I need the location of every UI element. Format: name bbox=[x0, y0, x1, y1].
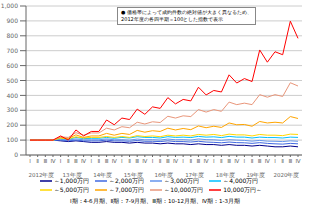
html-text:Ⅰ期：4-6月期、Ⅱ期：7-9月期、Ⅲ期：10-12月期、Ⅳ: Ⅰ期：4-6月期、Ⅱ期：7-9月期、Ⅲ期：10-12月期、Ⅳ期：1-3月期 bbox=[69, 198, 241, 204]
html-text:2012年度の各四半期＝100とした指数で表示: 2012年度の各四半期＝100とした指数で表示 bbox=[121, 16, 224, 22]
svg-text:Ⅲ: Ⅲ bbox=[197, 158, 201, 164]
svg-text:Ⅱ: Ⅱ bbox=[128, 158, 131, 164]
html-text:～4,000万円: ～4,000万円 bbox=[223, 177, 259, 184]
svg-text:19年度: 19年度 bbox=[246, 171, 265, 178]
svg-text:300: 300 bbox=[8, 106, 18, 113]
svg-text:2012年度: 2012年度 bbox=[28, 171, 54, 178]
svg-text:14年度: 14年度 bbox=[93, 171, 112, 178]
html-text:～2,000万円: ～2,000万円 bbox=[109, 177, 145, 184]
svg-text:Ⅰ: Ⅰ bbox=[152, 158, 154, 164]
svg-text:Ⅲ: Ⅲ bbox=[74, 158, 78, 164]
svg-text:500: 500 bbox=[8, 77, 18, 84]
html-text:～7,000万円: ～7,000万円 bbox=[109, 186, 145, 193]
svg-text:Ⅰ: Ⅰ bbox=[274, 158, 276, 164]
svg-text:Ⅰ: Ⅰ bbox=[213, 158, 215, 164]
svg-text:Ⅳ: Ⅳ bbox=[204, 158, 210, 164]
html-text:10,000万円～: 10,000万円～ bbox=[223, 186, 263, 193]
svg-text:16年度: 16年度 bbox=[155, 171, 174, 178]
svg-text:Ⅳ: Ⅳ bbox=[142, 158, 148, 164]
svg-text:Ⅳ: Ⅳ bbox=[173, 158, 179, 164]
svg-text:Ⅱ: Ⅱ bbox=[220, 158, 223, 164]
html-text:～1,000万円: ～1,000万円 bbox=[53, 177, 89, 184]
svg-text:900: 900 bbox=[8, 17, 18, 24]
svg-text:Ⅱ: Ⅱ bbox=[189, 158, 192, 164]
svg-text:800: 800 bbox=[8, 32, 18, 39]
svg-text:Ⅱ: Ⅱ bbox=[281, 158, 284, 164]
svg-text:Ⅳ: Ⅳ bbox=[50, 158, 56, 164]
svg-text:700: 700 bbox=[8, 47, 18, 54]
svg-text:Ⅰ: Ⅰ bbox=[29, 158, 31, 164]
svg-text:Ⅲ: Ⅲ bbox=[105, 158, 109, 164]
svg-text:Ⅳ: Ⅳ bbox=[112, 158, 118, 164]
svg-text:Ⅱ: Ⅱ bbox=[36, 158, 39, 164]
svg-text:1,000: 1,000 bbox=[8, 2, 18, 9]
svg-text:Ⅲ: Ⅲ bbox=[288, 158, 292, 164]
svg-text:Ⅲ: Ⅲ bbox=[43, 158, 47, 164]
svg-text:2020年度: 2020年度 bbox=[274, 171, 300, 178]
svg-text:15年度: 15年度 bbox=[124, 171, 143, 178]
svg-text:Ⅲ: Ⅲ bbox=[135, 158, 139, 164]
svg-text:Ⅳ: Ⅳ bbox=[295, 158, 301, 164]
svg-text:Ⅰ: Ⅰ bbox=[182, 158, 184, 164]
svg-text:600: 600 bbox=[8, 62, 18, 69]
svg-text:400: 400 bbox=[8, 92, 18, 99]
svg-text:17年度: 17年度 bbox=[185, 171, 204, 178]
html-text:～10,000万円: ～10,000万円 bbox=[164, 186, 204, 193]
svg-text:Ⅱ: Ⅱ bbox=[251, 158, 254, 164]
svg-text:Ⅳ: Ⅳ bbox=[81, 158, 87, 164]
html-text:● 価格帯によって成約件数の絶対値が大きく異なるため、: ● 価格帯によって成約件数の絶対値が大きく異なるため、 bbox=[121, 9, 252, 15]
svg-text:Ⅲ: Ⅲ bbox=[227, 158, 231, 164]
svg-text:100: 100 bbox=[8, 136, 18, 143]
svg-text:Ⅱ: Ⅱ bbox=[67, 158, 70, 164]
svg-text:Ⅱ: Ⅱ bbox=[159, 158, 162, 164]
svg-text:0: 0 bbox=[14, 151, 18, 158]
svg-text:Ⅲ: Ⅲ bbox=[258, 158, 262, 164]
svg-text:18年度: 18年度 bbox=[216, 171, 235, 178]
svg-text:Ⅰ: Ⅰ bbox=[90, 158, 92, 164]
svg-text:Ⅰ: Ⅰ bbox=[244, 158, 246, 164]
html-text:～5,000万円: ～5,000万円 bbox=[53, 186, 89, 193]
svg-text:Ⅳ: Ⅳ bbox=[234, 158, 240, 164]
html-text:～3,000万円: ～3,000万円 bbox=[164, 177, 200, 184]
svg-text:Ⅳ: Ⅳ bbox=[265, 158, 271, 164]
svg-text:Ⅱ: Ⅱ bbox=[98, 158, 101, 164]
svg-text:Ⅲ: Ⅲ bbox=[166, 158, 170, 164]
svg-text:13年度: 13年度 bbox=[63, 171, 82, 178]
svg-text:Ⅰ: Ⅰ bbox=[121, 158, 123, 164]
svg-text:Ⅰ: Ⅰ bbox=[60, 158, 62, 164]
svg-text:200: 200 bbox=[8, 121, 18, 128]
